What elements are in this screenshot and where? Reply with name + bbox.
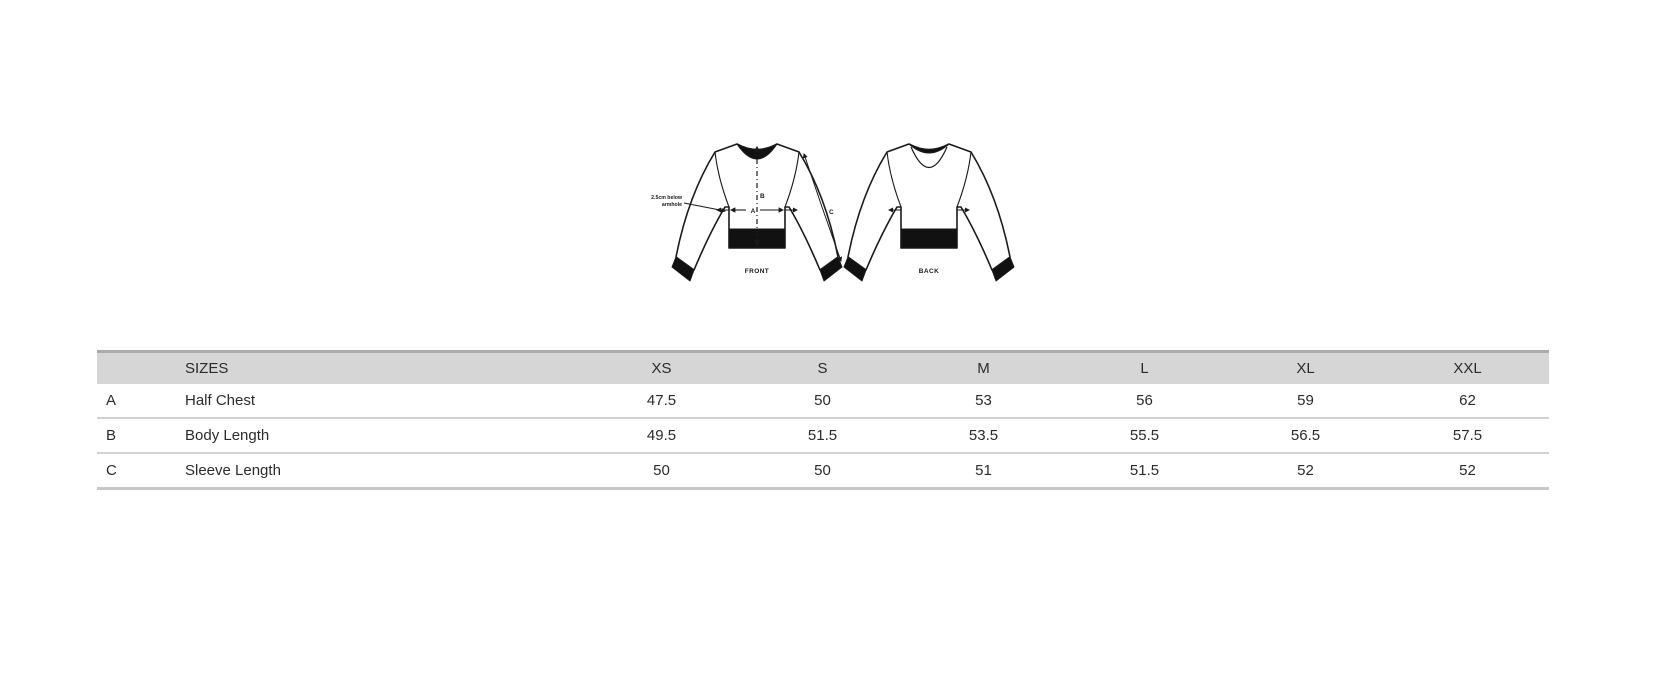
size-value: 59 [1225, 384, 1386, 419]
size-value: 53 [903, 384, 1064, 419]
row-letter: C [97, 453, 185, 490]
front-armhole-seam-right [784, 151, 800, 208]
size-chart-table: SIZES XS S M L XL XXL A Half Chest 47.5 … [97, 350, 1549, 490]
measure-label-c: C [829, 209, 834, 216]
back-armhole-seam-right [956, 151, 972, 208]
size-value: 47.5 [581, 384, 742, 419]
back-cuff-left [843, 256, 867, 282]
table-header-row: SIZES XS S M L XL XXL [97, 350, 1549, 384]
size-value: 50 [742, 384, 903, 419]
back-garment-outline [847, 143, 1011, 271]
row-letter: A [97, 384, 185, 419]
back-hem-band [900, 228, 958, 249]
front-armhole-seam-left [714, 151, 730, 208]
annotation-text-line1: 2.5cm below [651, 195, 683, 201]
front-garment [671, 143, 843, 282]
garment-spec-diagram: 2.5cm below armhole B A C FRONT [630, 110, 1020, 288]
header-col-xs: XS [581, 350, 742, 384]
back-cuff-right [991, 256, 1015, 282]
back-armhole-seam-left [886, 151, 902, 208]
size-value: 49.5 [581, 418, 742, 454]
table-row-sleeve-length: C Sleeve Length 50 50 51 51.5 52 52 [97, 453, 1549, 490]
size-value: 57.5 [1386, 418, 1549, 454]
header-col-s: S [742, 350, 903, 384]
annotation-arrow [683, 202, 726, 213]
back-neck-curve [910, 146, 948, 168]
header-letter-cell [97, 350, 185, 384]
front-label: FRONT [745, 268, 769, 275]
size-value: 55.5 [1064, 418, 1225, 454]
row-name: Half Chest [185, 384, 581, 419]
row-name: Body Length [185, 418, 581, 454]
header-col-xl: XL [1225, 350, 1386, 384]
back-collar [908, 143, 950, 154]
size-chart-section: SIZES XS S M L XL XXL A Half Chest 47.5 … [97, 350, 1549, 490]
row-name: Sleeve Length [185, 453, 581, 490]
size-value: 50 [742, 453, 903, 490]
header-col-xxl: XXL [1386, 350, 1549, 384]
garment-diagram-svg: 2.5cm below armhole B A C FRONT [651, 143, 1015, 282]
measure-label-a: A [751, 208, 756, 215]
size-value: 56.5 [1225, 418, 1386, 454]
size-value: 62 [1386, 384, 1549, 419]
size-value: 51 [903, 453, 1064, 490]
table-row-body-length: B Body Length 49.5 51.5 53.5 55.5 56.5 5… [97, 418, 1549, 454]
size-value: 52 [1386, 453, 1549, 490]
back-garment [843, 143, 1015, 282]
measure-label-b: B [760, 193, 765, 200]
measure-line-c [802, 153, 843, 262]
back-label: BACK [919, 268, 939, 275]
header-col-l: L [1064, 350, 1225, 384]
row-letter: B [97, 418, 185, 454]
size-value: 50 [581, 453, 742, 490]
header-sizes-label: SIZES [185, 350, 581, 384]
size-value: 51.5 [1064, 453, 1225, 490]
table-row-half-chest: A Half Chest 47.5 50 53 56 59 62 [97, 384, 1549, 419]
size-value: 56 [1064, 384, 1225, 419]
size-value: 52 [1225, 453, 1386, 490]
front-cuff-left [671, 256, 695, 282]
annotation-text-line2: armhole [662, 202, 682, 208]
size-value: 51.5 [742, 418, 903, 454]
front-cuff-right [819, 256, 843, 282]
size-value: 53.5 [903, 418, 1064, 454]
header-col-m: M [903, 350, 1064, 384]
